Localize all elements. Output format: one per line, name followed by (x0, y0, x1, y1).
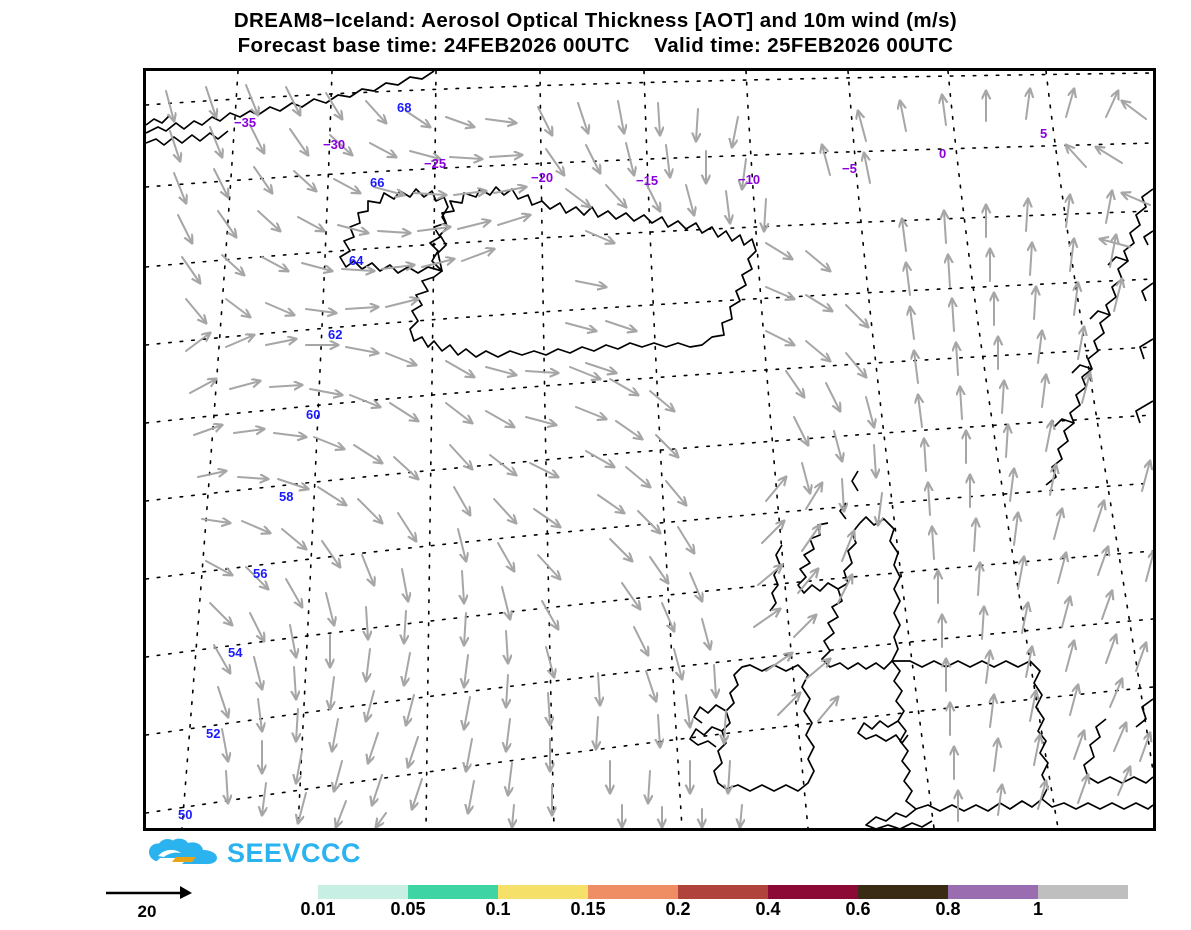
lat-label: 60 (306, 407, 321, 422)
colorbar-segment (228, 885, 318, 899)
lon-label: −5 (842, 161, 857, 176)
lat-label: 66 (370, 175, 385, 190)
lat-label: 58 (279, 489, 294, 504)
colorbar-tick: 0.6 (845, 899, 871, 919)
lat-label: 50 (178, 807, 193, 822)
wind-vector-field (165, 84, 1153, 828)
lat-label: 64 (349, 253, 364, 268)
lat-label: 54 (228, 645, 243, 660)
lon-label: −30 (323, 137, 346, 152)
chart-title: DREAM8−Iceland: Aerosol Optical Thicknes… (0, 8, 1191, 58)
lon-label: −25 (424, 156, 447, 171)
colorbar-segment (768, 885, 858, 899)
colorbar-segment (588, 885, 678, 899)
map-canvas (146, 71, 1153, 828)
title-line-times: Forecast base time: 24FEB2026 00UTC Vali… (237, 34, 954, 57)
title-line-variable: DREAM8−Iceland: Aerosol Optical Thicknes… (233, 9, 958, 32)
lat-label: 62 (328, 327, 343, 342)
wind-scale-reference: 20 (104, 884, 204, 926)
lat-label: 68 (397, 100, 412, 115)
lon-label: 0 (939, 146, 947, 161)
cloud-icon (149, 838, 217, 865)
wind-scale-arrow-icon (106, 886, 192, 899)
colorbar-tick: 0.1 (485, 899, 511, 919)
colorbar-tick-labels: 0.01 0.05 0.1 0.15 0.2 0.4 0.6 0.8 1 (228, 899, 1128, 925)
colorbar-tick: 0.4 (755, 899, 781, 919)
colorbar-tick: 0.2 (665, 899, 691, 919)
lat-label: 56 (253, 566, 268, 581)
colorbar-segment (1038, 885, 1128, 899)
colorbar-segment (948, 885, 1038, 899)
colorbar-tick: 0.01 (300, 899, 336, 919)
logo-text: SEEVCCC (227, 837, 362, 868)
colorbar-tick: 0.8 (935, 899, 961, 919)
colorbar-tick: 0.05 (390, 899, 426, 919)
colorbar-segment (318, 885, 408, 899)
map-frame: 68 66 64 62 60 58 56 54 52 50 −35 −30 −2… (143, 68, 1156, 831)
lon-label: −20 (531, 170, 554, 185)
colorbar-tick: 1 (1032, 899, 1044, 919)
lon-label: −10 (738, 172, 761, 187)
colorbar-segment (858, 885, 948, 899)
lon-label: −15 (636, 173, 659, 188)
colorbar-tick: 0.15 (570, 899, 606, 919)
lon-label: −35 (234, 115, 257, 130)
lat-label: 52 (206, 726, 221, 741)
aot-colorbar (228, 885, 1128, 899)
colorbar-segment (408, 885, 498, 899)
colorbar-gradient (228, 885, 1128, 899)
wind-scale-value: 20 (137, 902, 157, 921)
lon-label: 5 (1040, 126, 1048, 141)
colorbar-segment (498, 885, 588, 899)
seevccc-logo: SEEVCCC (148, 838, 361, 868)
colorbar-segment (678, 885, 768, 899)
